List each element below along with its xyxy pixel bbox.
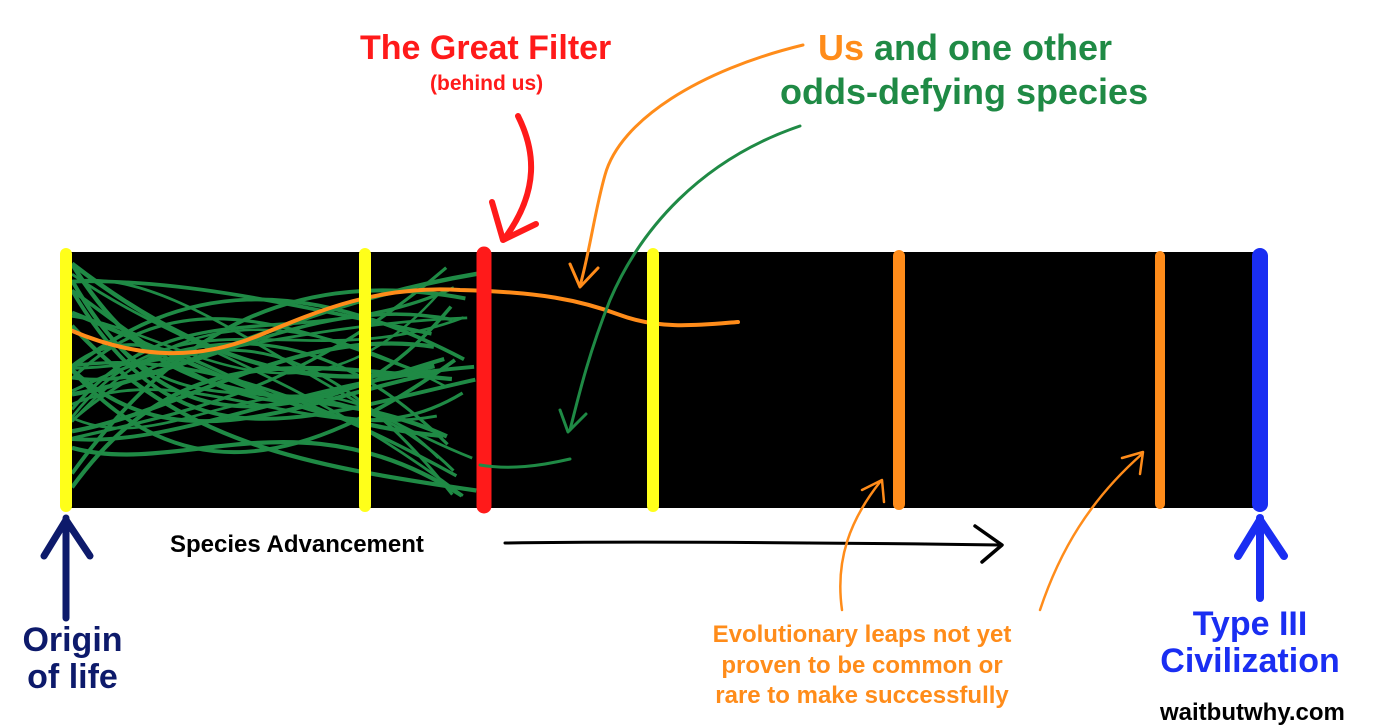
species-path — [71, 279, 432, 336]
us-path — [68, 287, 740, 356]
us-arrow-head — [568, 262, 600, 289]
species-path — [70, 286, 455, 411]
great-filter-title: The Great Filter — [360, 29, 612, 67]
species-path — [71, 341, 435, 434]
origin-label-line1: Origin — [22, 621, 123, 659]
leaps-label-line1: Evolutionary leaps not yet — [712, 621, 1012, 648]
species-path — [71, 310, 444, 439]
us-arrow — [578, 43, 805, 288]
species-path — [71, 273, 464, 497]
filter-arrow — [502, 113, 534, 241]
species-path — [71, 364, 475, 442]
species-path — [70, 358, 457, 454]
species-path — [71, 316, 468, 370]
progress-bar — [65, 252, 1262, 508]
leap-arrow-1 — [839, 480, 882, 612]
leap-arrow-2 — [1038, 452, 1144, 612]
origin-arrow-head — [40, 516, 94, 560]
species-path — [70, 289, 476, 421]
species-path — [70, 297, 465, 370]
one-other-text: and one other — [864, 27, 1113, 68]
civilization-label-line1: Type III — [1192, 605, 1308, 643]
watermark: waitbutwhy.com — [1160, 699, 1345, 726]
leaps-label-line2: proven to be common or — [721, 651, 1003, 679]
species-callout-line2: odds-defying species — [780, 71, 1149, 112]
advancement-arrow — [503, 540, 1002, 547]
species-path — [71, 328, 447, 423]
leaps-label-line3: rare to make successfully — [715, 682, 1009, 710]
other-species-path — [478, 457, 572, 469]
us-word: Us — [818, 27, 865, 68]
great-filter-subtitle: (behind us) — [430, 72, 544, 95]
origin-label-line2: of life — [27, 658, 118, 697]
civilization-label-line2: Civilization — [1160, 642, 1340, 681]
filter-arrow-head — [489, 199, 539, 243]
species-path — [70, 261, 436, 379]
species-path — [71, 439, 463, 498]
origin-label: Origin of life — [10, 621, 135, 697]
civilization-label: Type III Civilization — [1140, 605, 1360, 681]
civilization-arrow-head — [1234, 516, 1288, 560]
species-paths — [70, 261, 478, 498]
leaps-label: Evolutionary leaps not yet proven to be … — [672, 620, 1052, 712]
species-callout-line1: Us and one other — [818, 28, 1112, 68]
other-species-arrow-head — [558, 408, 588, 434]
leap-arrow-2-head — [1120, 450, 1145, 476]
advancement-arrow-head — [973, 524, 1004, 564]
species-path — [70, 262, 448, 439]
leap-arrow-1-head — [860, 478, 886, 504]
other-species-arrow — [568, 124, 802, 432]
axis-label: Species Advancement — [170, 531, 424, 558]
